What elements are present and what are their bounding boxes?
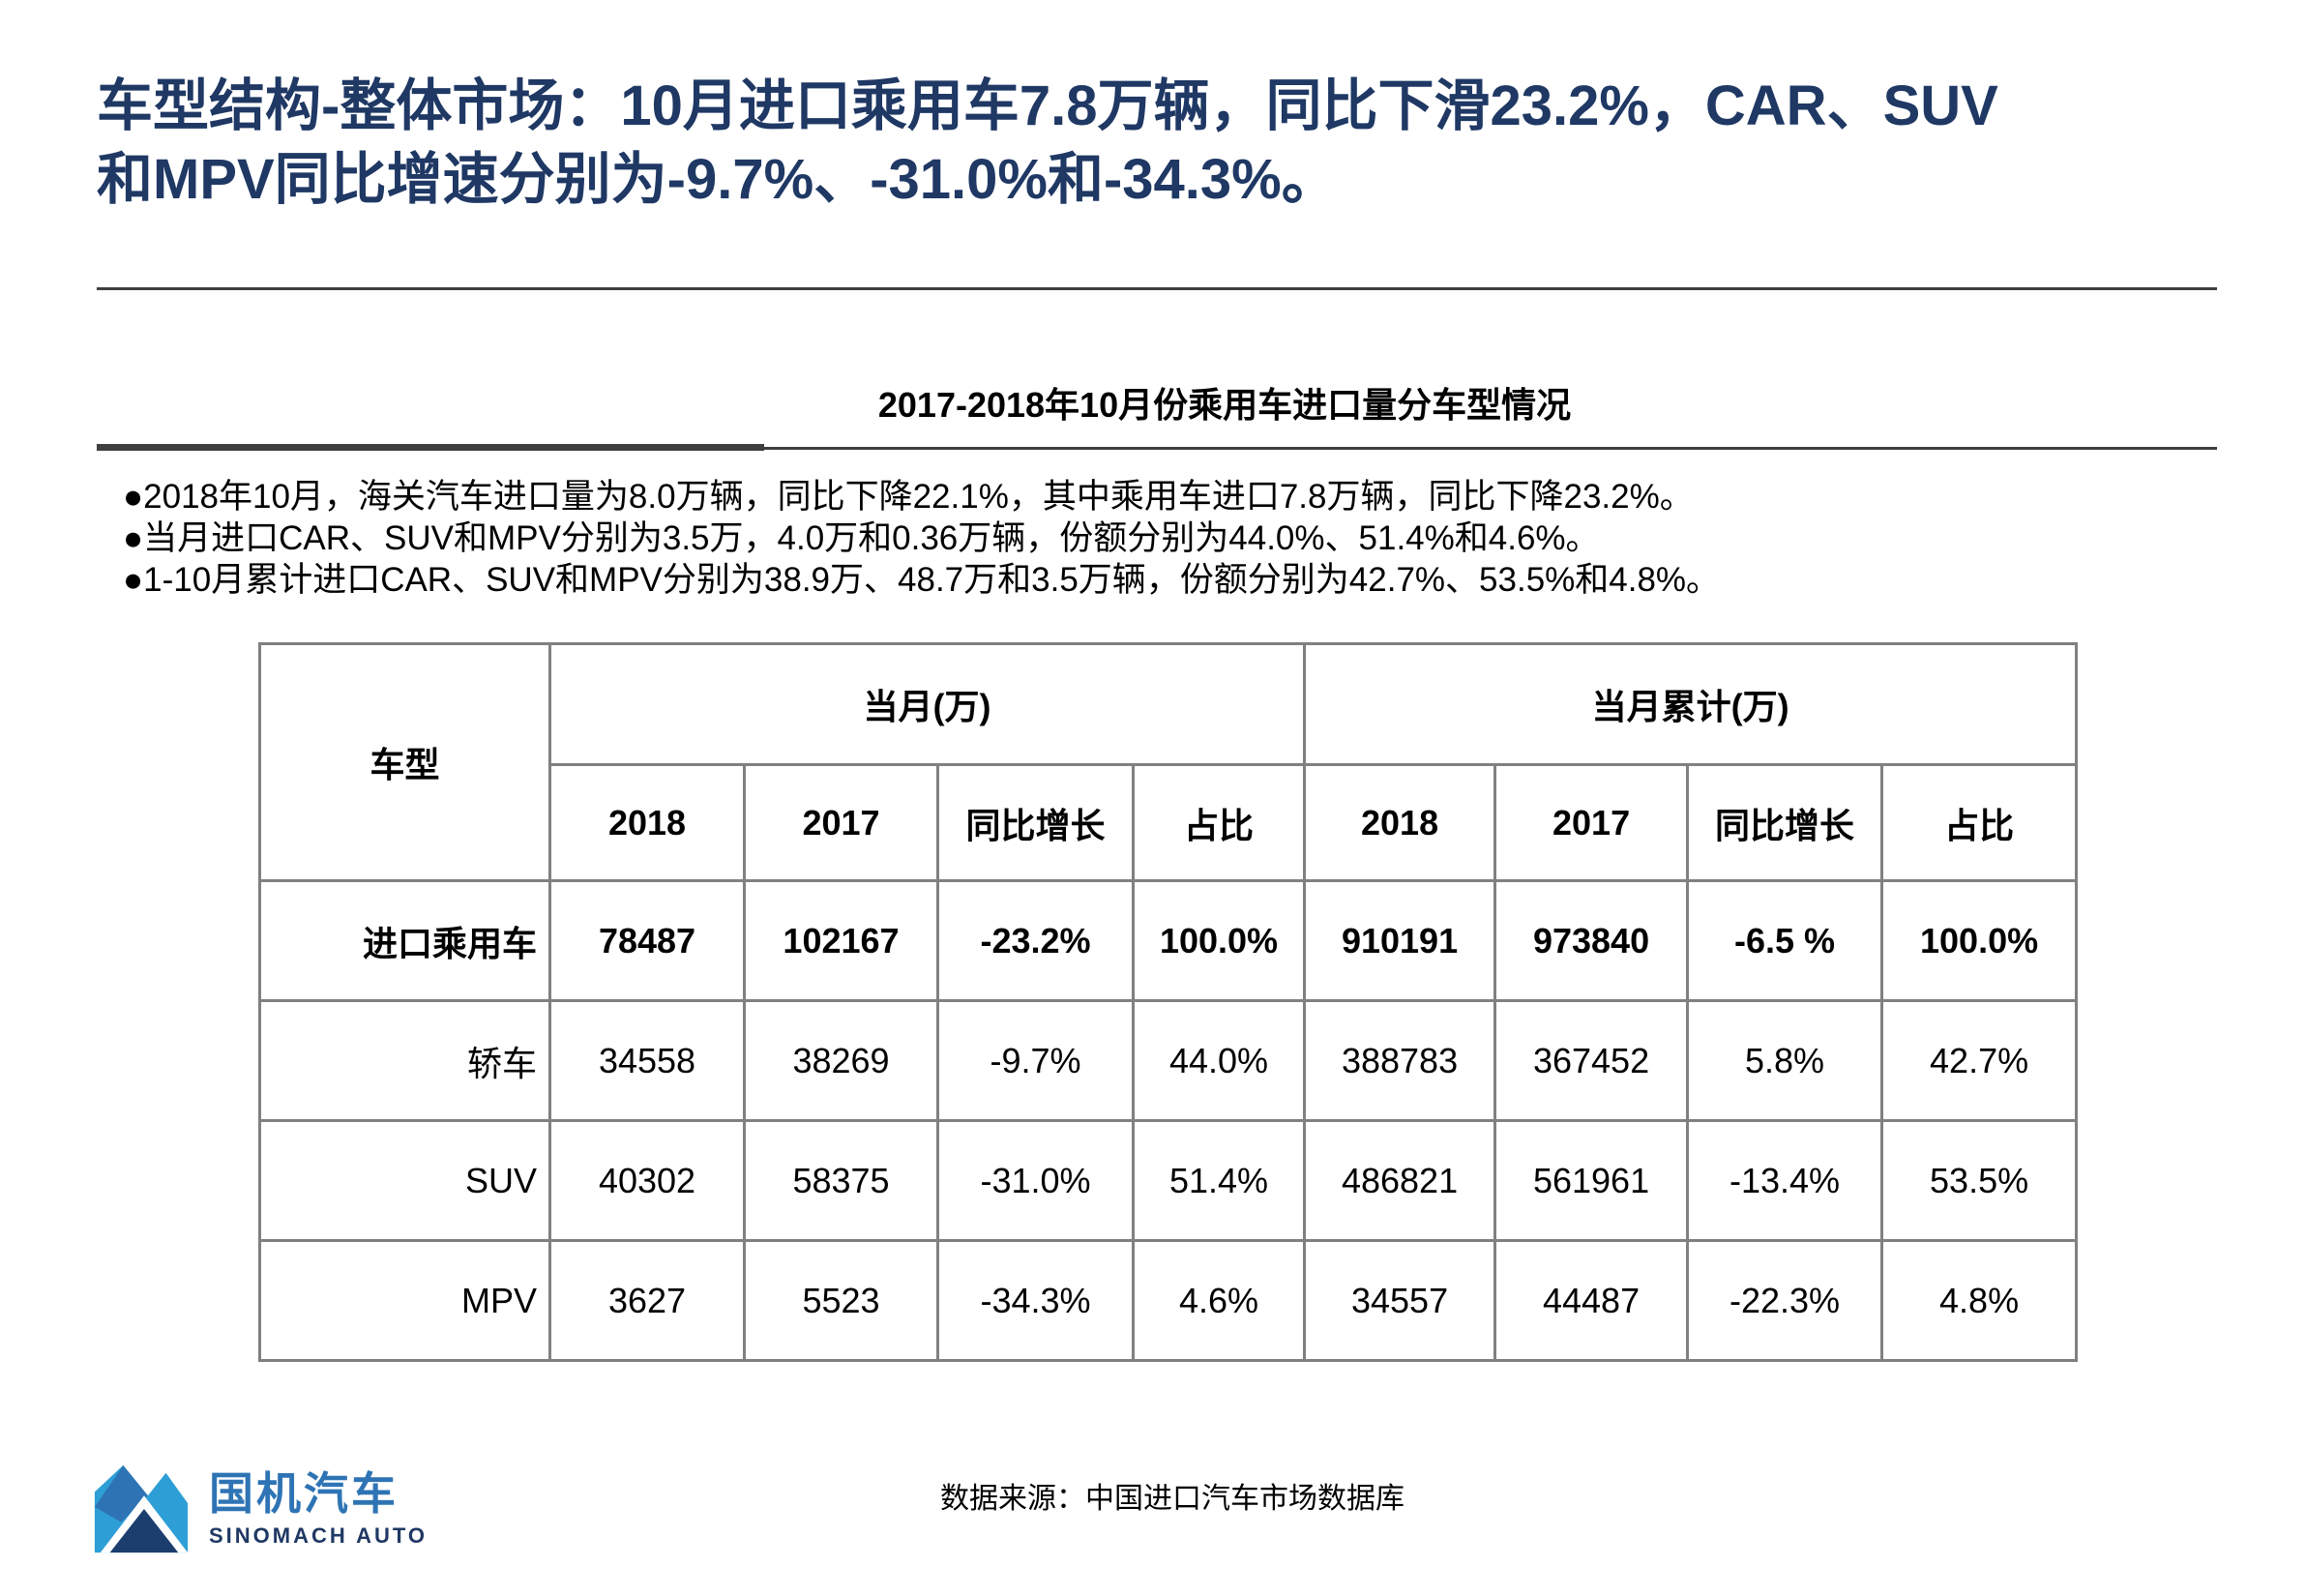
row-label-imported-pv: 进口乘用车 — [258, 879, 551, 1002]
table-cell: 51.4% — [1131, 1119, 1307, 1242]
table-cell: 5.8% — [1686, 999, 1884, 1122]
title-divider — [97, 287, 2217, 290]
page-title-line2: 和MPV同比增速分别为-9.7%、-31.0%和-34.3%。 — [97, 148, 1338, 211]
col-header-2018-cumulative: 2018 — [1303, 763, 1497, 882]
row-label-mpv: MPV — [258, 1239, 551, 1362]
section-title: 2017-2018年10月份乘用车进口量分车型情况 — [877, 385, 1572, 425]
group-header-cumulative: 当月累计(万) — [1303, 642, 2079, 766]
table-cell: -13.4% — [1686, 1119, 1884, 1242]
sinomach-logo: 国机汽车 SINOMACH AUTO — [89, 1459, 428, 1559]
table-cell: 102167 — [743, 879, 939, 1002]
table-cell: 44.0% — [1131, 999, 1307, 1122]
section-divider — [97, 444, 2217, 451]
table-cell: 34558 — [548, 999, 746, 1122]
table-cell: 388783 — [1303, 999, 1497, 1122]
table-cell: 44487 — [1493, 1239, 1690, 1362]
col-header-2017-current: 2017 — [743, 763, 939, 882]
data-source-note: 数据来源：中国进口汽车市场数据库 — [940, 1483, 1404, 1515]
row-label-suv: SUV — [258, 1119, 551, 1242]
table-cell: 38269 — [743, 999, 939, 1122]
table-cell: -22.3% — [1686, 1239, 1884, 1362]
table-cell: -34.3% — [936, 1239, 1135, 1362]
table-row-sedan: 轿车 34558 38269 -9.7% 44.0% 388783 367452… — [258, 999, 2079, 1122]
table-cell: -6.5 % — [1686, 879, 1884, 1002]
bullet-item: ●当月进口CAR、SUV和MPV分别为3.5万，4.0万和0.36万辆，份额分别… — [123, 519, 1600, 557]
table-cell: 100.0% — [1880, 879, 2079, 1002]
col-header-yoy-current: 同比增长 — [936, 763, 1135, 882]
table-row-suv: SUV 40302 58375 -31.0% 51.4% 486821 5619… — [258, 1119, 2079, 1242]
bullet-item: ●2018年10月，海关汽车进口量为8.0万辆，同比下降22.1%，其中乘用车进… — [123, 478, 1694, 516]
group-header-current-month: 当月(万) — [547, 642, 1307, 766]
table-cell: 4.8% — [1880, 1239, 2079, 1362]
col-header-share-cumulative: 占比 — [1880, 763, 2079, 882]
table-cell: 973840 — [1493, 879, 1690, 1002]
table-cell: 5523 — [743, 1239, 939, 1362]
table-row-mpv: MPV 3627 5523 -34.3% 4.6% 34557 44487 -2… — [258, 1239, 2079, 1362]
sinomach-logo-icon — [94, 1464, 189, 1553]
bullet-item: ●1-10月累计进口CAR、SUV和MPV分别为38.9万、48.7万和3.5万… — [123, 561, 1721, 599]
col-header-vehicle-type: 车型 — [258, 642, 551, 882]
table-cell: 3627 — [548, 1239, 746, 1362]
col-header-yoy-cumulative: 同比增长 — [1686, 763, 1884, 882]
table-cell: -23.2% — [936, 879, 1135, 1002]
col-header-2018-current: 2018 — [548, 763, 746, 882]
row-label-sedan: 轿车 — [258, 999, 551, 1122]
logo-text: 国机汽车 SINOMACH AUTO — [209, 1468, 428, 1550]
table-cell: 40302 — [548, 1119, 746, 1242]
col-header-share-current: 占比 — [1131, 763, 1307, 882]
page-title-line1: 车型结构-整体市场：10月进口乘用车7.8万辆，同比下滑23.2%，CAR、SU… — [97, 74, 1998, 137]
bullet-list: ●2018年10月，海关汽车进口量为8.0万辆，同比下降22.1%，其中乘用车进… — [123, 476, 2212, 601]
table-cell: 561961 — [1493, 1119, 1690, 1242]
table-row-imported-pv: 进口乘用车 78487 102167 -23.2% 100.0% 910191 … — [258, 879, 2079, 1002]
table-cell: 910191 — [1303, 879, 1497, 1002]
page-title: 车型结构-整体市场：10月进口乘用车7.8万辆，同比下滑23.2%，CAR、SU… — [97, 70, 2225, 217]
logo-text-en: SINOMACH AUTO — [209, 1523, 428, 1548]
table-cell: 58375 — [743, 1119, 939, 1242]
table-cell: 4.6% — [1131, 1239, 1307, 1362]
table-cell: 486821 — [1303, 1119, 1497, 1242]
table-cell: 367452 — [1493, 999, 1690, 1122]
table-cell: 42.7% — [1880, 999, 2079, 1122]
table-cell: 100.0% — [1131, 879, 1307, 1002]
import-volume-table: 车型 当月(万) 当月累计(万) 2018 2017 同比增长 占比 2018 … — [258, 642, 2079, 1362]
table-cell: -31.0% — [936, 1119, 1135, 1242]
logo-text-cn: 国机汽车 — [209, 1468, 399, 1519]
col-header-2017-cumulative: 2017 — [1493, 763, 1690, 882]
table-cell: 53.5% — [1880, 1119, 2079, 1242]
table-cell: 78487 — [548, 879, 746, 1002]
table-cell: 34557 — [1303, 1239, 1497, 1362]
table-cell: -9.7% — [936, 999, 1135, 1122]
